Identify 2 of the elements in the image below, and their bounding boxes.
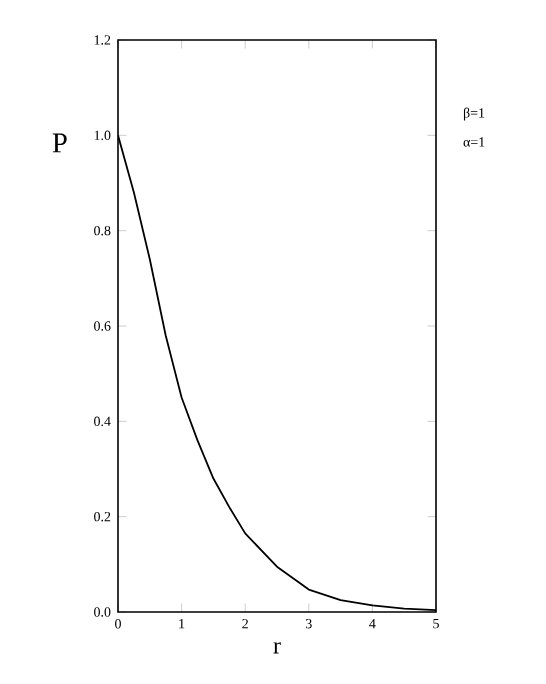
y-axis-title: P bbox=[52, 133, 67, 153]
x-axis-title: r bbox=[273, 642, 281, 654]
